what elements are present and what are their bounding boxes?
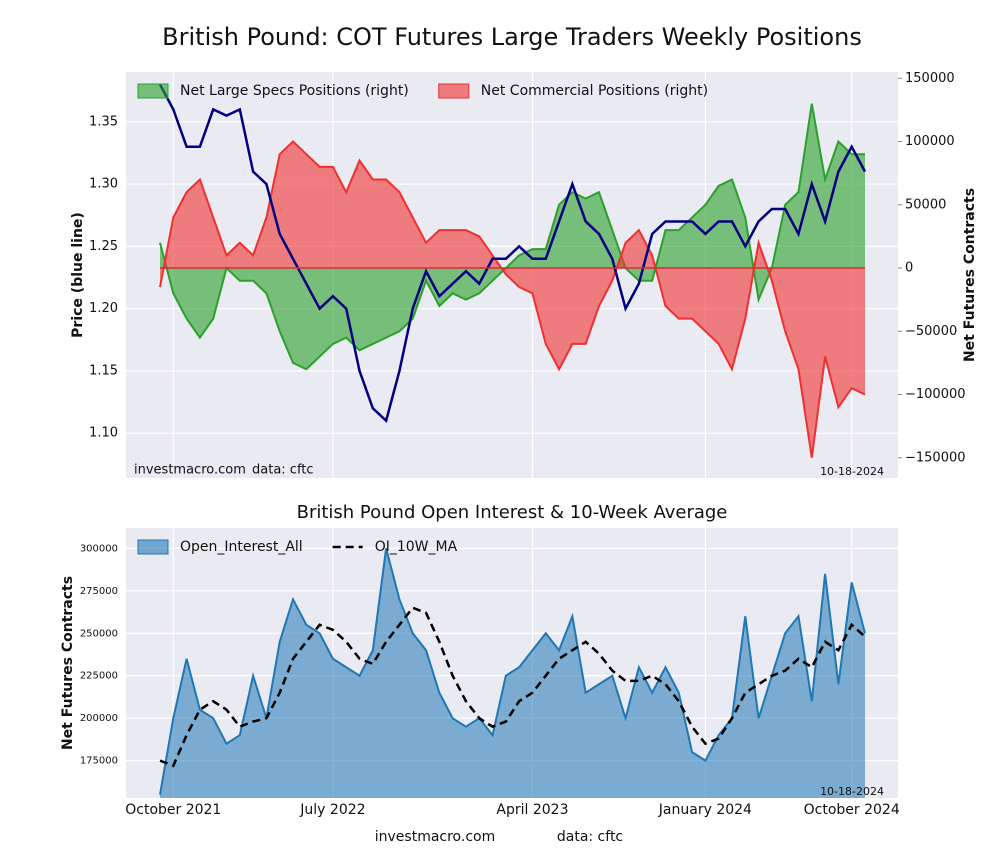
y-tick-label: 275000 (80, 586, 118, 597)
y-tick-label: 1.15 (89, 363, 118, 378)
y2-tick-label: 150000 (905, 71, 955, 86)
area-line (159, 140, 866, 458)
y-tick-label: 1.35 (89, 114, 118, 129)
line (159, 606, 866, 768)
figure-title: British Pound: COT Futures Large Traders… (162, 23, 862, 51)
y2-axis-label: Net Futures Contracts (962, 188, 978, 362)
y-tick-label: 250000 (80, 628, 118, 639)
x-tick-label: April 2023 (496, 802, 568, 818)
y2-tick-label: −150000 (905, 450, 966, 465)
legend-swatch (137, 83, 169, 99)
y-tick-label: 1.25 (89, 239, 118, 254)
y-tick-label: 300000 (80, 543, 118, 554)
y2-tick-label: 100000 (905, 134, 955, 149)
annotation-date: 10-18-2024 (820, 465, 884, 478)
area-fill (160, 548, 865, 798)
legend-label: Net Commercial Positions (right) (481, 83, 708, 99)
annotation-source: data: cftc (252, 463, 314, 478)
chart-title: British Pound Open Interest & 10-Week Av… (297, 502, 728, 523)
legend-swatch (438, 83, 470, 99)
legend-label: OI_10W_MA (375, 539, 458, 555)
area-fill (160, 103, 865, 370)
x-tick-label: January 2024 (658, 802, 752, 818)
y-tick-label: 225000 (80, 671, 118, 682)
legend-label: Open_Interest_All (180, 539, 303, 555)
legend-label: Net Large Specs Positions (right) (180, 83, 409, 99)
y2-tick-label: 0 (905, 261, 913, 276)
y-tick-label: 175000 (80, 756, 118, 767)
y-axis-label: Price (blue line) (70, 212, 86, 338)
y2-tick-label: −100000 (905, 387, 966, 402)
annotation-site: investmacro.com (134, 463, 246, 478)
x-tick-label: October 2024 (804, 802, 900, 818)
line (158, 83, 867, 424)
area-line (159, 548, 866, 795)
y2-tick-label: 50000 (905, 197, 946, 212)
footer-site: investmacro.com (375, 829, 495, 845)
x-tick-label: October 2021 (125, 802, 221, 818)
footer-source: data: cftc (557, 829, 623, 845)
plot-layer (158, 83, 867, 458)
y2-tick-label: −50000 (905, 324, 957, 339)
x-tick-label: July 2022 (299, 802, 365, 818)
area-fill (160, 141, 865, 458)
y-tick-label: 200000 (80, 713, 118, 724)
y-tick-label: 1.10 (89, 426, 118, 441)
y-tick-label: 1.20 (89, 301, 118, 316)
legend-swatch (137, 539, 169, 555)
y-axis-label: Net Futures Contracts (60, 576, 76, 750)
annotation-date: 10-18-2024 (820, 785, 884, 798)
y-tick-label: 1.30 (89, 177, 118, 192)
plot-layer (159, 548, 866, 798)
area-line (159, 103, 865, 371)
